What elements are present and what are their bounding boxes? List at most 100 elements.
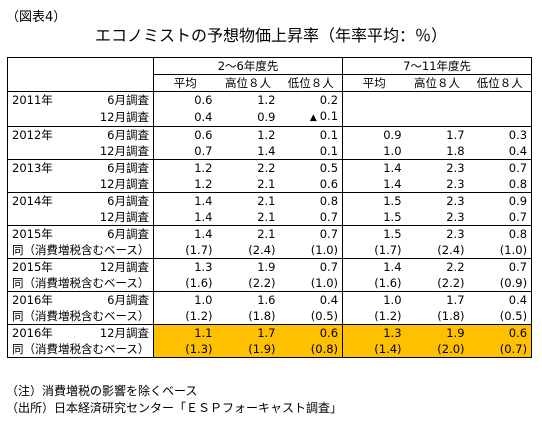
- row-year: 同（消費増税含むベース）: [12, 309, 150, 323]
- header-col-average: 平均: [342, 74, 406, 92]
- value-text: (1.8): [437, 309, 465, 323]
- row-year: 2016年: [12, 293, 53, 307]
- value-text: 1.0: [383, 144, 402, 158]
- value-text: 1.7: [446, 293, 465, 307]
- value-cell: (0.8): [279, 341, 343, 358]
- value-text: (1.8): [248, 309, 276, 323]
- value-text: (1.3): [185, 342, 213, 356]
- value-text: 1.3: [383, 326, 402, 340]
- row-label: 2012年 6月調査: [8, 127, 154, 144]
- value-text: (1.2): [374, 309, 402, 323]
- row-label: 2013年 6月調査: [8, 160, 154, 177]
- value-cell: 1.9: [217, 259, 280, 276]
- row-year: 2016年: [12, 326, 53, 340]
- value-cell: (1.6): [153, 275, 217, 292]
- negative-triangle-icon: ▲: [309, 113, 317, 123]
- header-col-high8: 高位８人: [405, 74, 469, 92]
- value-text: 0.7: [508, 161, 528, 175]
- header-blank: [7, 74, 154, 92]
- row-label: 同（消費増税含むベース）: [7, 308, 154, 325]
- value-cell: 2.1: [216, 176, 280, 193]
- value-cell: 0.8: [468, 176, 532, 193]
- value-text: (1.7): [185, 243, 213, 257]
- value-text: 0.7: [508, 210, 528, 224]
- value-text: 1.4: [194, 227, 213, 241]
- value-text: 0.8: [319, 194, 339, 208]
- value-cell: 0.4: [280, 292, 343, 309]
- value-cell: 0.6: [468, 324, 532, 341]
- row-year: 2015年: [12, 227, 53, 241]
- row-survey: 12月調査: [99, 326, 149, 340]
- row-year: 同（消費増税含むベース）: [12, 276, 150, 290]
- value-cell: 1.0: [342, 291, 406, 308]
- value-cell: 1.7: [406, 292, 469, 309]
- value-text: 1.4: [194, 210, 213, 224]
- table-row: 同（消費増税含むベース） (1.2) (1.8) (0.5) (1.2) (1.8) (0.…: [7, 308, 532, 325]
- value-cell: (1.6): [342, 275, 406, 292]
- row-label: 同（消費増税含むベース）: [7, 242, 154, 259]
- figure-label: （図表4）: [6, 10, 67, 25]
- value-text: 0.3: [508, 128, 528, 142]
- header-group-2-6: 2～6年度先: [152, 57, 343, 75]
- value-cell: (0.9): [468, 275, 532, 292]
- value-cell: (1.7): [342, 242, 406, 259]
- value-text: 1.5: [383, 227, 402, 241]
- value-text: (1.6): [185, 276, 213, 290]
- value-text: (2.0): [437, 342, 465, 356]
- value-text: 1.1: [194, 326, 213, 340]
- value-text: 1.8: [446, 144, 465, 158]
- value-cell: 2.1: [217, 193, 280, 210]
- value-text: 0.9: [383, 128, 402, 142]
- value-text: 0.7: [508, 260, 528, 274]
- value-text: 0.5: [319, 161, 339, 175]
- value-text: 2.3: [446, 177, 465, 191]
- value-cell: (0.7): [468, 341, 532, 358]
- header-blank: [8, 58, 154, 75]
- value-cell: 2.1: [217, 226, 280, 243]
- value-text: (2.2): [437, 276, 465, 290]
- value-cell: 0.8: [280, 193, 343, 210]
- value-text: (0.8): [310, 342, 339, 356]
- value-text: (1.6): [374, 276, 402, 290]
- value-cell: 0.7: [279, 209, 343, 226]
- value-text: 0.7: [319, 227, 339, 241]
- value-text: (2.2): [248, 276, 276, 290]
- row-label: 2011年 6月調査: [8, 92, 154, 109]
- value-cell: (1.9): [216, 341, 280, 358]
- value-text: 0.4: [319, 293, 339, 307]
- value-cell: [405, 108, 469, 127]
- value-cell: (2.0): [405, 341, 469, 358]
- value-cell: (1.8): [216, 308, 280, 325]
- value-text: 0.7: [319, 260, 339, 274]
- row-survey: 12月調査: [99, 110, 149, 124]
- value-text: 0.4: [194, 110, 213, 124]
- value-cell: 2.3: [405, 176, 469, 193]
- value-text: 2.1: [257, 210, 276, 224]
- value-cell: (1.0): [468, 242, 532, 259]
- row-year: 2013年: [12, 161, 53, 175]
- value-text: 1.0: [383, 293, 402, 307]
- header-col-low8: 低位８人: [468, 74, 532, 92]
- value-cell: 0.9: [469, 193, 532, 210]
- value-cell: [468, 108, 532, 127]
- value-cell: 1.5: [342, 209, 406, 226]
- header-col-average: 平均: [153, 74, 217, 92]
- row-year: 同（消費増税含むベース）: [12, 243, 150, 257]
- row-survey: 6月調査: [107, 161, 149, 175]
- value-text: 0.6: [194, 128, 213, 142]
- value-cell: 0.3: [469, 127, 532, 144]
- value-cell: (0.5): [279, 308, 343, 325]
- value-text: (0.5): [499, 309, 528, 323]
- value-cell: [406, 92, 469, 109]
- value-cell: 1.7: [406, 127, 469, 144]
- value-text: 0.1: [319, 109, 339, 123]
- row-label: 12月調査: [7, 143, 154, 160]
- row-label: 12月調査: [7, 209, 154, 226]
- row-label: 12月調査: [7, 176, 154, 193]
- table-row: 12月調査 0.7 1.4 0.1 1.0 1.8 0.4: [7, 143, 532, 160]
- value-text: (1.9): [248, 342, 276, 356]
- value-cell: 2.2: [406, 259, 469, 276]
- table-row: 12月調査 0.4 0.9 ▲ 0.1: [7, 108, 532, 127]
- value-cell: 1.7: [216, 324, 280, 341]
- value-text: 1.3: [194, 260, 213, 274]
